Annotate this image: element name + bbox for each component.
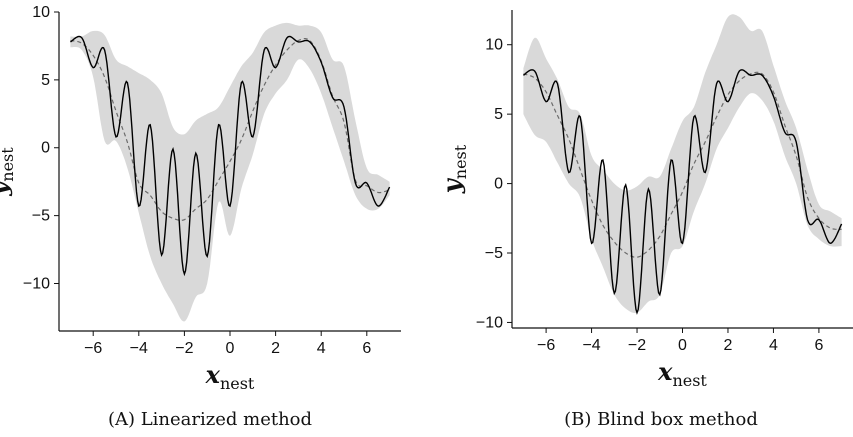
x-tick-label-b: −2 [628,337,646,354]
x-tick-label-b: 0 [678,337,687,354]
x-tick-label-a: 2 [271,340,280,357]
y-tick-label-a: 0 [41,140,50,157]
y-axis-label-a: ynest [0,147,17,197]
x-axis-label-a: xnest [205,360,255,393]
x-tick-label-b: −4 [582,337,600,354]
y-tick-label-a: −5 [32,208,50,225]
x-tick-label-a: 4 [317,340,326,357]
y-tick-label-a: 10 [32,4,50,21]
x-tick-label-b: 2 [724,337,733,354]
x-tick-label-a: −2 [175,340,193,357]
y-tick-label-b: 5 [494,106,503,123]
true-function-line-b [523,69,843,315]
x-axis-label-b: xnest [657,357,707,390]
x-tick-label-a: 0 [226,340,235,357]
uncertainty-band-a [70,22,390,322]
mean-line-a [70,38,390,221]
uncertainty-band-b [523,14,842,314]
x-tick-label-b: 4 [769,337,778,354]
y-tick-label-b: 0 [494,176,503,193]
caption-a: (A) Linearized method [108,409,312,430]
panel-blind-box: −6 −4 −2 0 2 4 6 10 5 0 −5 −10 xnest ynest [437,10,853,390]
x-tick-label-b: −6 [537,337,555,354]
panel-linearized: −6 −4 −2 0 2 4 6 10 5 0 −5 −10 xnest ynest [0,4,401,393]
y-tick-label-b: −5 [485,245,503,262]
x-tick-label-a: 6 [362,340,371,357]
y-tick-label-b: −10 [476,314,503,331]
true-function-line-a [70,35,391,277]
x-tick-label-a: −4 [130,340,148,357]
y-axis-label-b: ynest [437,144,470,194]
caption-b: (B) Blind box method [564,409,758,430]
y-tick-label-b: 10 [485,37,503,54]
x-tick-label-b: 6 [814,337,823,354]
y-tick-label-a: −10 [23,275,50,292]
x-tick-label-a: −6 [84,340,102,357]
y-tick-label-a: 5 [41,72,50,89]
